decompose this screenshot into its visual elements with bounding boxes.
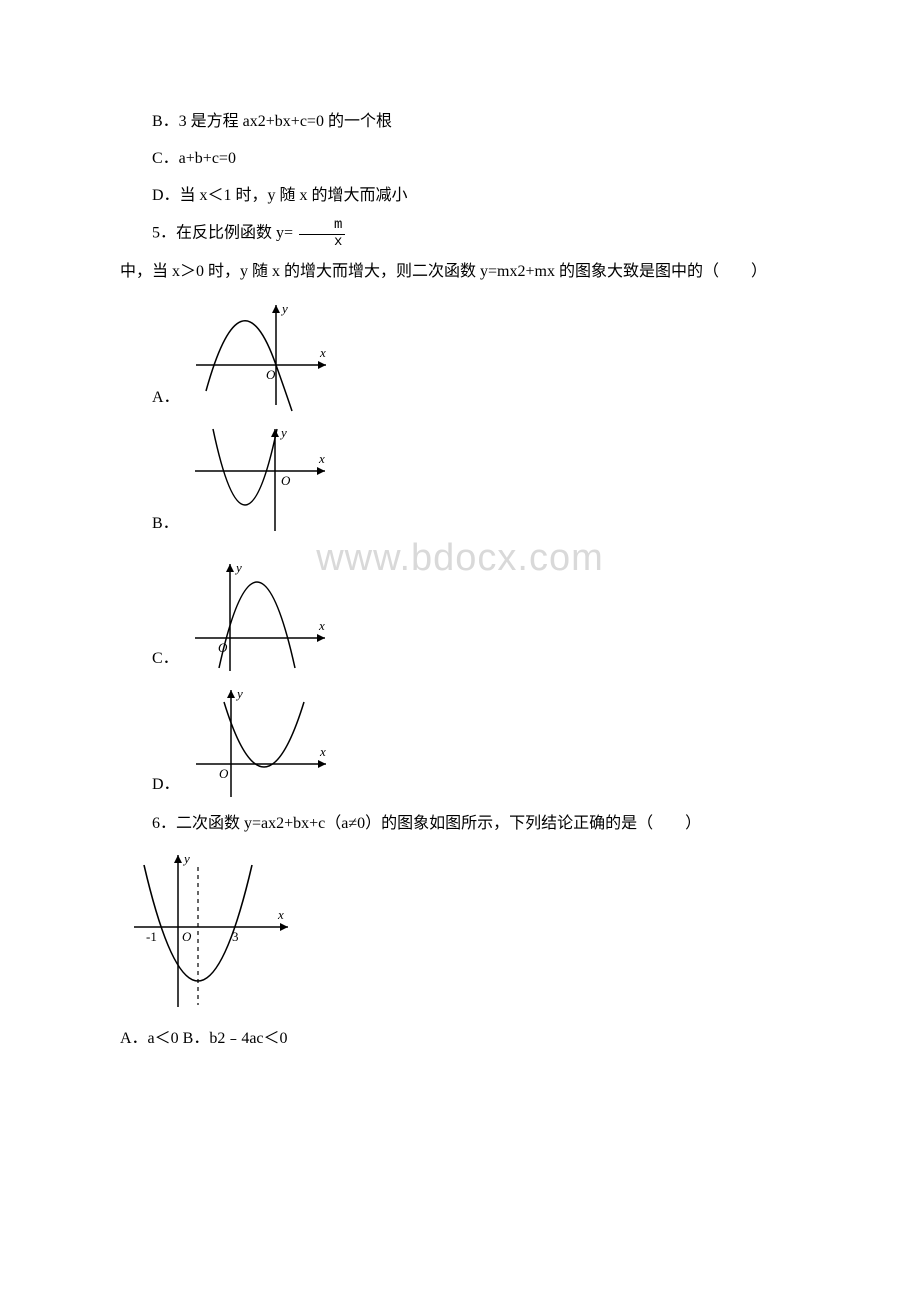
q5-stem-line1: 5．在反比例函数 y= m x bbox=[120, 218, 800, 250]
origin-label: O bbox=[266, 367, 276, 382]
q6-stem: 6．二次函数 y=ax2+bx+c（a≠0）的图象如图所示，下列结论正确的是（ … bbox=[120, 810, 800, 839]
q5-optC-label: C． bbox=[152, 644, 179, 676]
q5-optA-row: A． x y O bbox=[152, 295, 800, 415]
x-axis-label: x bbox=[318, 451, 325, 466]
q6-graph: x y O -1 3 bbox=[128, 847, 298, 1012]
watermark-text: www.bdocx.com bbox=[120, 537, 800, 580]
y-axis-label: y bbox=[280, 301, 288, 316]
q4-option-d: D．当 x＜1 时，y 随 x 的增大而减小 bbox=[120, 182, 800, 211]
x-axis-label: x bbox=[319, 345, 326, 360]
q5-graphD: x y O bbox=[186, 682, 336, 802]
q5-stem-line2: 中，当 x＞0 时，y 随 x 的增大而增大，则二次函数 y=mx2+mx 的图… bbox=[120, 258, 800, 287]
q5-graphA: x y O bbox=[186, 295, 336, 415]
q6-option-ab: A．a＜0 B．b2﹣4ac＜0 bbox=[120, 1025, 800, 1054]
origin-label: O bbox=[182, 929, 192, 944]
q5-optD-label: D． bbox=[152, 770, 180, 802]
origin-label: O bbox=[219, 766, 229, 781]
q6-graph-wrap: x y O -1 3 bbox=[128, 847, 800, 1017]
q5-stem-part1: 5．在反比例函数 y= bbox=[152, 225, 293, 242]
y-axis-label: y bbox=[182, 851, 190, 866]
origin-label: O bbox=[218, 640, 228, 655]
q5-frac-num: m bbox=[299, 218, 345, 234]
tick-neg1: -1 bbox=[146, 929, 157, 944]
y-axis-label: y bbox=[279, 425, 287, 440]
q4-option-b: B．3 是方程 ax2+bx+c=0 的一个根 bbox=[120, 108, 800, 137]
q5-frac-den: x bbox=[299, 235, 345, 250]
origin-label: O bbox=[281, 473, 291, 488]
x-axis-label: x bbox=[318, 618, 325, 633]
y-axis-label: y bbox=[235, 686, 243, 701]
q5-graphB: x y O bbox=[185, 421, 335, 541]
tick-3: 3 bbox=[232, 929, 239, 944]
q5-optA-label: A． bbox=[152, 383, 180, 415]
q5-optB-row: B． x y O bbox=[152, 421, 800, 541]
q5-optD-row: D． x y O bbox=[152, 682, 800, 802]
q5-fraction: m x bbox=[299, 218, 345, 250]
q4-option-c: C．a+b+c=0 bbox=[120, 145, 800, 174]
x-axis-label: x bbox=[319, 744, 326, 759]
x-axis-label: x bbox=[277, 907, 284, 922]
